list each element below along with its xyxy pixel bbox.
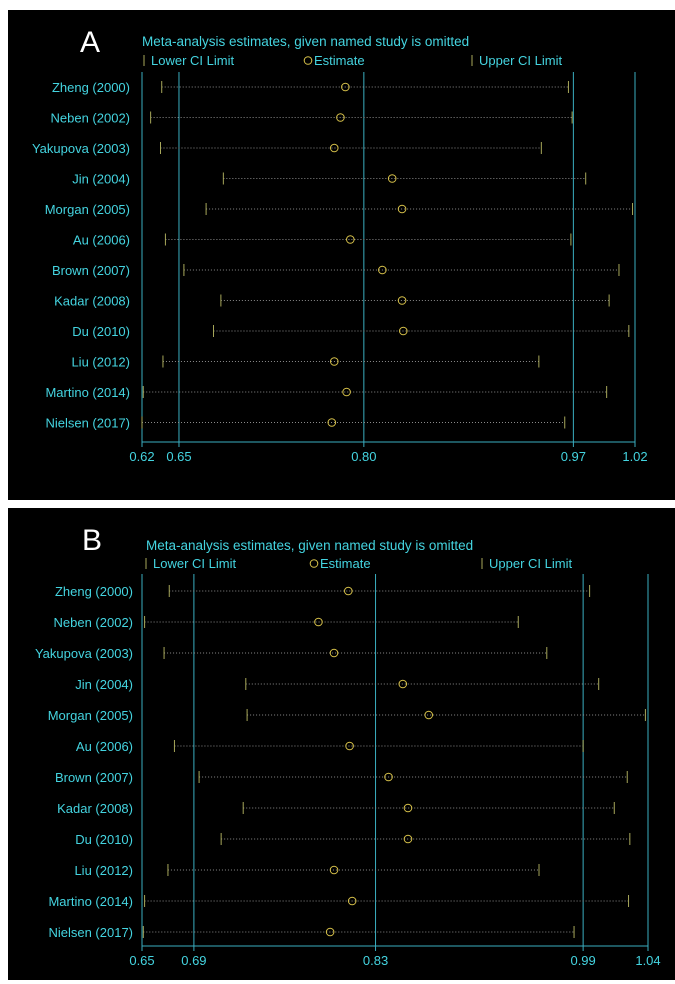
panel-b: B Meta-analysis estimates, given named st…	[8, 508, 675, 980]
study-label: Nielsen (2017)	[48, 925, 133, 940]
estimate-point	[327, 418, 337, 427]
legend-estimate-marker	[303, 56, 313, 65]
study-label: Neben (2002)	[51, 111, 131, 126]
x-tick-label: 0.69	[181, 953, 206, 968]
study-label: Morgan (2005)	[45, 202, 130, 217]
estimate-point	[424, 710, 434, 720]
estimate-point	[397, 296, 407, 305]
panel-label: A	[80, 26, 100, 59]
study-label: Yakupova (2003)	[35, 646, 133, 661]
study-label: Martino (2014)	[48, 894, 133, 909]
estimate-point	[314, 617, 323, 627]
panel-a: A Meta-analysis estimates, given named st…	[8, 10, 675, 500]
estimate-point	[345, 235, 355, 244]
study-label: Au (2006)	[76, 739, 133, 754]
estimate-point	[329, 357, 339, 366]
estimate-point	[342, 387, 351, 397]
estimate-point	[336, 113, 345, 122]
study-label: Kadar (2008)	[54, 294, 130, 309]
x-tick-label: 0.65	[166, 449, 191, 464]
study-label: Kadar (2008)	[57, 801, 133, 816]
legend-estimate-label: Estimate	[314, 53, 365, 68]
estimate-point	[325, 927, 335, 937]
x-tick-label: 0.80	[351, 449, 376, 464]
forest-plot-a: A Meta-analysis estimates, given named st…	[32, 26, 648, 464]
estimate-point	[329, 648, 339, 658]
x-tick-label: 0.83	[363, 953, 388, 968]
study-label: Liu (2012)	[71, 355, 130, 370]
chart-title: Meta-analysis estimates, given named stu…	[146, 538, 473, 553]
estimate-point	[341, 82, 350, 92]
legend-lower-label: Lower CI Limit	[153, 556, 236, 571]
estimate-point	[387, 174, 397, 183]
x-tick-label: 0.99	[570, 953, 595, 968]
legend-lower-label: Lower CI Limit	[151, 53, 234, 68]
x-tick-label: 0.97	[561, 449, 586, 464]
study-label: Zheng (2000)	[55, 584, 133, 599]
legend-estimate-label: Estimate	[320, 556, 371, 571]
x-tick-label: 1.02	[622, 449, 647, 464]
x-tick-label: 0.62	[129, 449, 154, 464]
study-label: Jin (2004)	[72, 172, 130, 187]
study-label: Martino (2014)	[45, 385, 130, 400]
panel-label: B	[82, 524, 102, 557]
estimate-point	[397, 204, 407, 214]
forest-plot-b: B Meta-analysis estimates, given named st…	[35, 524, 661, 968]
estimate-point	[398, 326, 408, 336]
study-label: Yakupova (2003)	[32, 141, 130, 156]
estimate-point	[329, 865, 339, 875]
study-label: Neben (2002)	[54, 615, 134, 630]
estimate-point	[403, 834, 413, 844]
estimate-point	[378, 265, 387, 275]
study-label: Liu (2012)	[74, 863, 133, 878]
x-tick-label: 1.04	[635, 953, 660, 968]
legend-estimate-marker	[309, 559, 319, 568]
estimate-point	[347, 896, 357, 906]
estimate-point	[329, 143, 339, 153]
study-label: Brown (2007)	[55, 770, 133, 785]
estimate-point	[384, 772, 393, 782]
study-label: Morgan (2005)	[48, 708, 133, 723]
estimate-point	[343, 586, 353, 596]
chart-title: Meta-analysis estimates, given named stu…	[142, 34, 469, 49]
estimate-point	[345, 741, 354, 751]
study-label: Zheng (2000)	[52, 80, 130, 95]
study-label: Jin (2004)	[75, 677, 133, 692]
study-label: Brown (2007)	[52, 263, 130, 278]
study-label: Nielsen (2017)	[45, 416, 130, 431]
study-label: Du (2010)	[75, 832, 133, 847]
estimate-point	[398, 679, 408, 689]
legend-upper-label: Upper CI Limit	[479, 53, 562, 68]
x-tick-label: 0.65	[129, 953, 154, 968]
study-label: Au (2006)	[73, 233, 130, 248]
estimate-point	[403, 803, 413, 813]
study-label: Du (2010)	[72, 324, 130, 339]
legend-upper-label: Upper CI Limit	[489, 556, 572, 571]
